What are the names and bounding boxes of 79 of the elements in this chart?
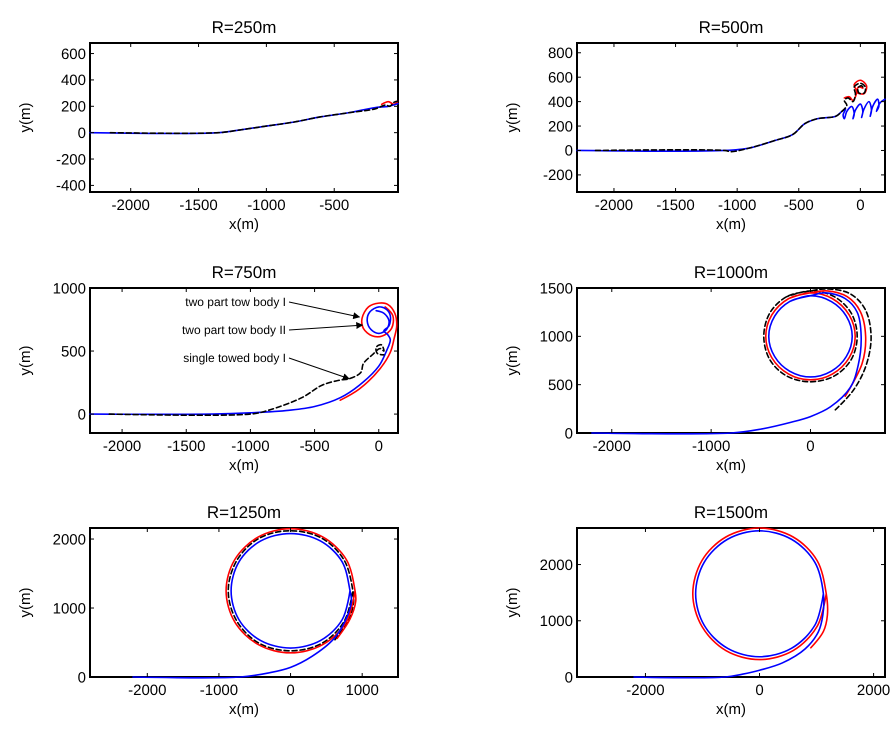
line-series [692, 527, 828, 660]
y-tick-label: 500 [60, 343, 86, 360]
x-axis-title: x(m) [716, 457, 746, 474]
x-tick-label: 1000 [346, 682, 379, 699]
x-tick-label: -2000 [626, 682, 665, 699]
y-tick-label: 400 [60, 72, 86, 90]
annotation: single towed body I [183, 351, 286, 365]
x-tick-label: 0 [755, 682, 764, 699]
chart-title: R=1000m [694, 263, 768, 282]
x-axis-title: x(m) [229, 216, 259, 233]
x-tick-label: -2000 [594, 197, 634, 214]
x-tick-label: -1000 [200, 682, 238, 699]
y-tick-label: 1000 [540, 613, 573, 630]
y-tick-label: 2000 [52, 531, 86, 548]
annotation: two part tow body II [182, 323, 286, 337]
y-axis-title: y(m) [504, 588, 521, 618]
x-tick-label: -1000 [231, 438, 270, 455]
y-tick-label: 1000 [540, 328, 573, 346]
chart-title: R=750m [212, 263, 276, 282]
x-tick-label: 0 [856, 197, 865, 214]
y-tick-label: -200 [542, 167, 573, 184]
y-tick-label: 200 [60, 98, 86, 116]
y-tick-label: 400 [548, 94, 573, 111]
x-tick-label: -2000 [592, 438, 631, 455]
y-tick-label: 600 [548, 69, 573, 86]
x-tick-label: -500 [319, 197, 350, 214]
y-tick-label: -400 [56, 178, 86, 195]
y-tick-label: 500 [548, 376, 573, 394]
y-tick-label: 0 [564, 425, 573, 442]
chart-title: R=500m [698, 18, 764, 37]
line-series [132, 532, 352, 679]
y-tick-label: 1500 [540, 280, 573, 298]
line-series [594, 82, 866, 152]
y-tick-label: 0 [78, 124, 86, 142]
x-tick-label: -1000 [247, 197, 286, 214]
line-series [591, 292, 862, 435]
y-tick-label: 600 [60, 46, 86, 63]
y-tick-label: 0 [78, 669, 86, 686]
x-tick-label: 0 [806, 438, 815, 455]
y-axis-title: y(m) [504, 102, 521, 132]
x-axis-title: x(m) [229, 701, 259, 718]
y-axis-title: y(m) [17, 102, 34, 132]
y-tick-label: 200 [548, 118, 573, 136]
y-tick-label: 0 [78, 406, 86, 424]
y-tick-label: 800 [548, 45, 573, 62]
y-axis-title: y(m) [17, 588, 34, 618]
x-tick-label: -1000 [718, 197, 756, 214]
line-series [633, 530, 825, 678]
x-tick-label: 0 [374, 438, 383, 455]
x-axis-title: x(m) [716, 701, 746, 718]
line-series [844, 79, 868, 102]
x-axis-title: x(m) [229, 457, 259, 474]
chart-title: R=250m [212, 18, 276, 37]
y-axis-title: y(m) [17, 346, 34, 376]
y-tick-label: 1000 [52, 280, 86, 298]
chart-title: R=1250m [206, 503, 282, 522]
x-tick-label: -2000 [112, 197, 150, 214]
x-axis-title: x(m) [716, 216, 746, 233]
x-tick-label: -500 [300, 438, 330, 455]
y-tick-label: 0 [564, 142, 573, 160]
x-tick-label: 2000 [856, 682, 890, 699]
y-tick-label: 2000 [540, 556, 573, 574]
x-tick-label: -1500 [167, 438, 206, 455]
line-series [576, 98, 886, 152]
line-series [764, 290, 866, 398]
x-tick-label: -500 [784, 197, 814, 214]
x-tick-label: -2000 [102, 438, 142, 455]
x-tick-label: -2000 [128, 682, 166, 699]
x-tick-label: 0 [286, 682, 295, 699]
annotation: two part tow body I [185, 295, 286, 309]
x-tick-label: -1000 [692, 438, 730, 455]
x-tick-label: -1500 [656, 197, 695, 214]
line-series [339, 302, 398, 402]
y-tick-label: -200 [56, 151, 86, 168]
y-tick-label: 0 [564, 669, 573, 686]
chart-title: R=1500m [694, 503, 768, 522]
y-tick-label: 1000 [52, 600, 86, 618]
x-tick-label: -1500 [179, 197, 218, 214]
y-axis-title: y(m) [504, 346, 521, 376]
